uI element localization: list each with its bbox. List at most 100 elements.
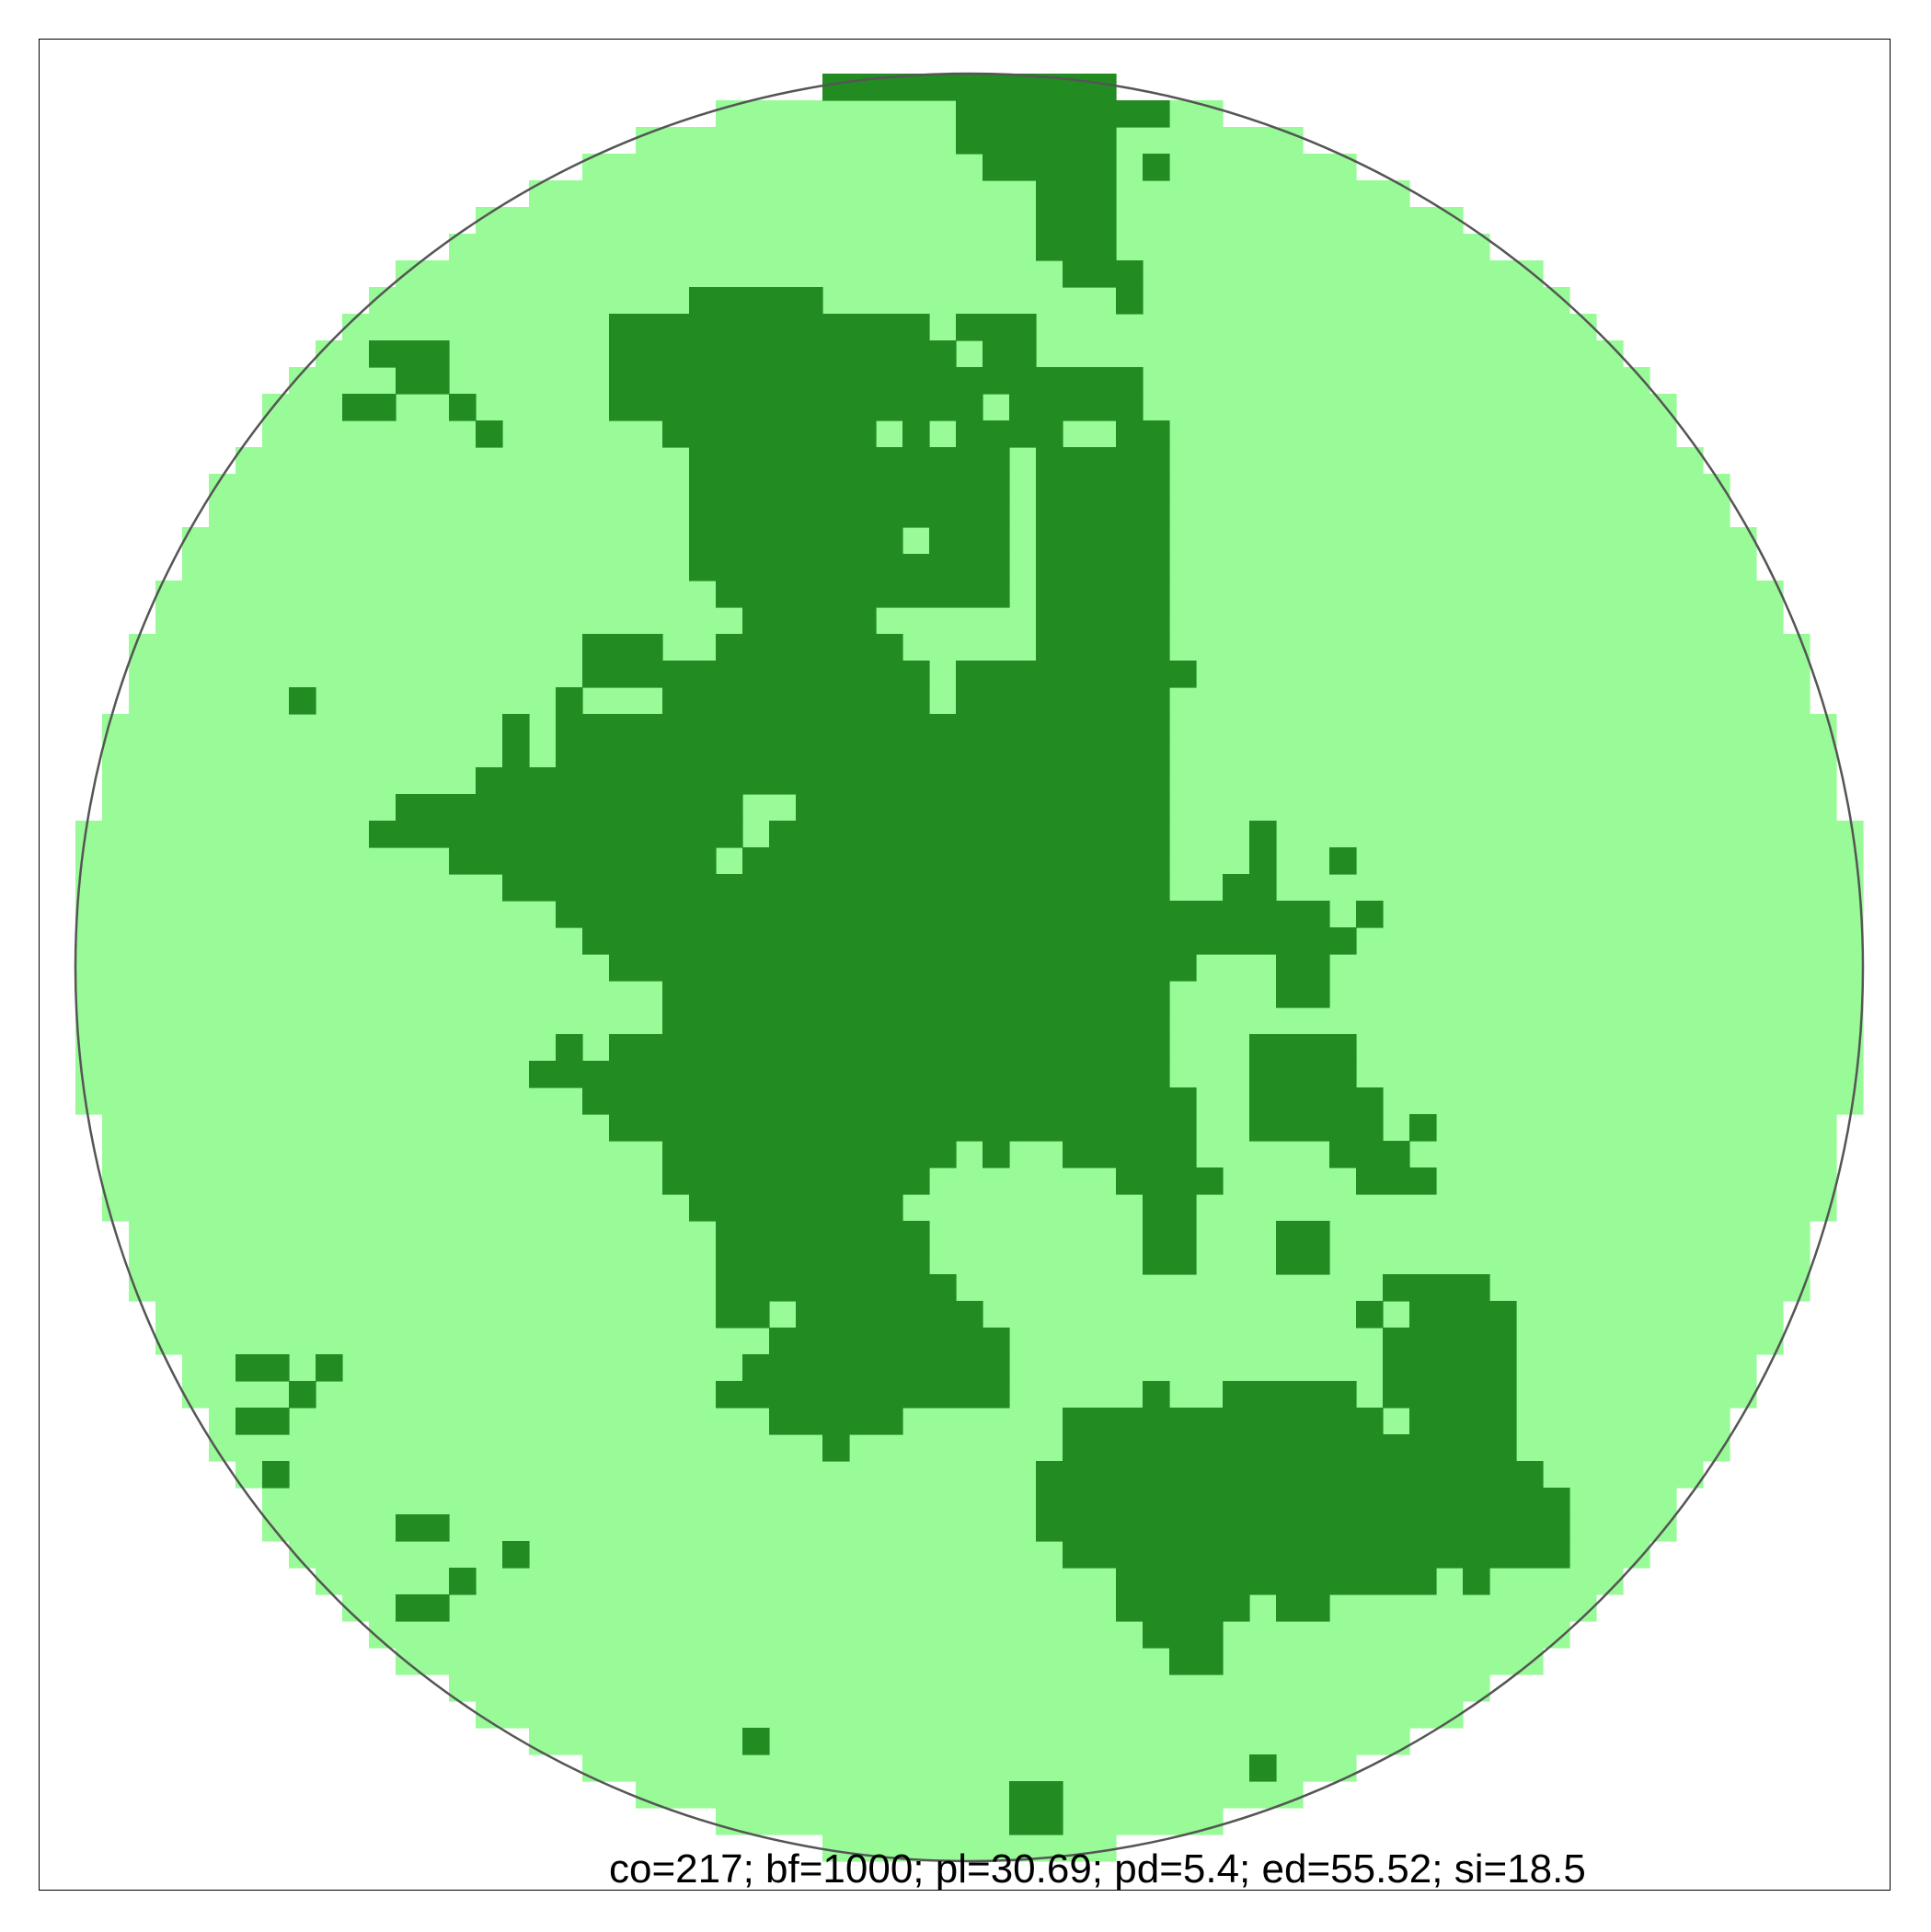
forest-patch-cell [1143,154,1170,181]
forest-patch-cell [502,874,1170,902]
habitat-row [155,607,1784,635]
forest-patch-cell [582,634,663,661]
forest-patch-cell [1196,901,1330,928]
forest-patch-cell [476,767,1170,795]
forest-patch-cell [1036,180,1117,208]
habitat-row [369,1621,1570,1649]
forest-patch-cell [929,527,1010,555]
forest-patch-cell [796,794,1170,822]
forest-patch-cell [1036,234,1117,261]
forest-patch-cell [609,1034,1170,1062]
forest-patch-cell [956,314,1037,341]
forest-patch-cell [1356,901,1384,928]
forest-patch-cell [1276,1594,1330,1622]
habitat-row [449,1674,1490,1702]
forest-patch-cell [716,1274,957,1302]
forest-patch-cell [609,314,930,341]
forest-patch-cell [609,367,930,395]
forest-patch-cell [1276,954,1330,982]
forest-patch-cell [1276,981,1330,1008]
forest-patch-cell [1463,1568,1490,1595]
forest-patch-cell [716,1381,1010,1409]
forest-patch-cell [396,1514,450,1542]
forest-patch-cell [556,1034,583,1062]
habitat-row [396,260,1544,288]
forest-patch-cell [1116,1167,1224,1195]
forest-patch-cell [1036,634,1170,661]
forest-patch-cell [449,1568,477,1595]
forest-patch-cell [1116,1568,1410,1595]
forest-patch-cell [769,1408,903,1435]
habitat-row [342,1594,1597,1622]
forest-patch-cell [502,714,530,742]
forest-patch-cell [1143,1248,1197,1275]
forest-patch-cell [1249,1061,1357,1088]
forest-patch-cell [1409,1408,1517,1435]
habitat-row [129,1248,1810,1275]
forest-patch-cell [1383,1381,1517,1409]
forest-patch-cell [1383,1274,1490,1302]
habitat-row [449,234,1490,261]
forest-patch-cell [396,1594,450,1622]
forest-patch-cell [1249,1034,1357,1062]
forest-patch-cell [956,661,1197,688]
habitat-row [129,1274,1810,1302]
forest-patch-cell [396,367,450,395]
forest-patch-cell [369,340,450,368]
forest-patch-cell [716,581,1010,608]
forest-patch-cell [556,687,583,715]
habitat-row [316,340,1624,368]
forest-patch-cell [689,500,1010,528]
forest-patch-cell [1036,554,1170,581]
forest-patch-cell [1036,1461,1544,1489]
forest-patch-cell [1409,1301,1517,1328]
forest-patch-cell [1036,500,1170,528]
forest-patch-cell [609,1114,1197,1142]
forest-patch-cell [689,527,903,555]
habitat-row [129,1221,1810,1248]
forest-patch-cell [1063,260,1144,288]
habitat-row [369,287,1570,315]
habitat-row [822,1834,1117,1862]
forest-patch-cell [1383,1354,1517,1382]
forest-patch-cell [689,287,823,315]
forest-patch-cell [1036,607,1170,635]
forest-patch-cell [529,1061,1170,1088]
forest-patch-cell [769,821,1170,848]
forest-patch-cell [956,100,1170,128]
habitat-row [102,1194,1837,1222]
forest-patch-cell [609,954,1197,982]
forest-patch-cell [609,340,957,368]
forest-patch-cell [582,927,1357,955]
forest-patch-cell [1009,394,1144,421]
forest-patch-cell [689,554,1010,581]
forest-patch-cell [609,394,983,421]
forest-patch-cell [1116,287,1144,315]
forest-patch-cell [662,1007,1170,1035]
forest-patch-cell [716,1248,930,1275]
forest-patch-cell [902,420,930,448]
forest-patch-cell [689,474,1010,501]
landscape-map [74,72,1865,1863]
forest-patch-cell [1223,874,1277,902]
forest-patch-cell [236,1408,290,1435]
forest-patch-cell [582,661,930,688]
forest-patch-cell [1036,1514,1570,1542]
forest-patch-cell [1009,1808,1063,1835]
forest-patch-cell [662,420,877,448]
forest-patch-cell [1063,1434,1410,1462]
habitat-row [102,1141,1837,1168]
forest-patch-cell [289,1381,316,1409]
habitat-row [529,1728,1410,1755]
forest-patch-cell [956,127,1117,155]
forest-patch-cell [1329,847,1357,875]
forest-patch-cell [929,367,1144,395]
forest-patch-cell [369,821,743,848]
forest-patch-cell [1143,1381,1170,1409]
forest-patch-cell [1249,821,1277,848]
forest-patch-cell [1409,1114,1437,1142]
forest-patch-cell [1329,1141,1410,1168]
forest-patch-cell [956,420,1063,448]
habitat-row [102,1167,1837,1195]
forest-patch-cell [1143,1621,1224,1649]
